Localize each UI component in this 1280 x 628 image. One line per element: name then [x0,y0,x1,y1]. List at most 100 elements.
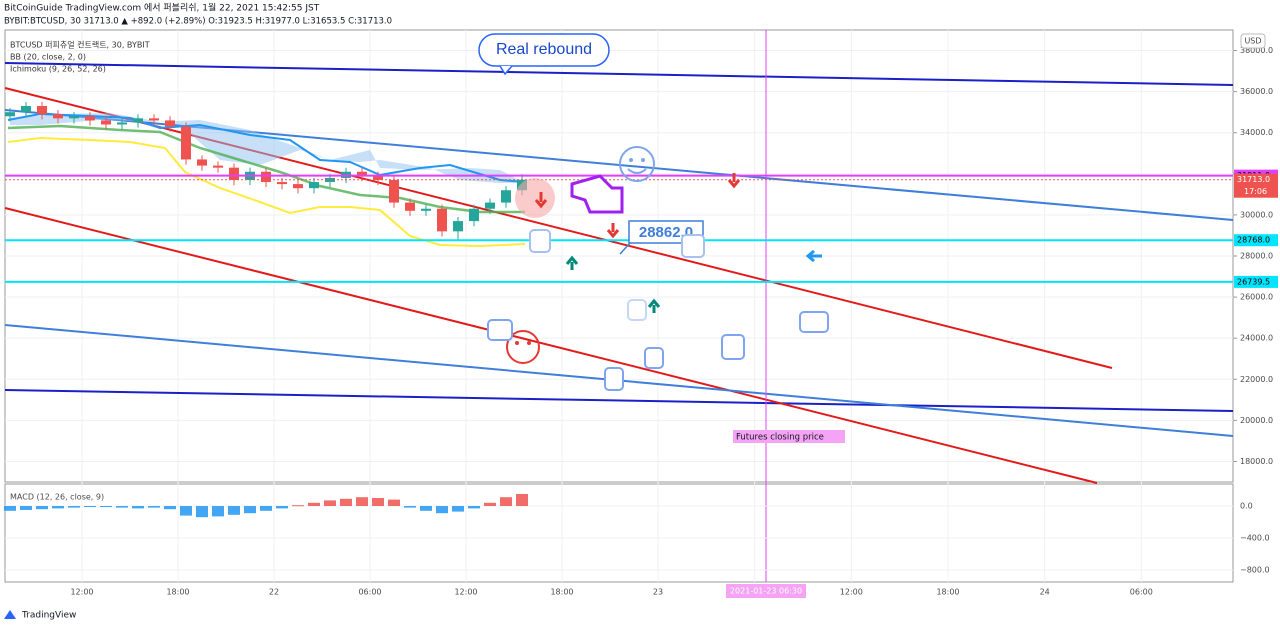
candle-body [197,159,207,166]
macd-bar [116,506,128,508]
y-tick-label: −400.0 [1240,534,1270,543]
candle-body [405,202,415,211]
candle-body [21,106,31,113]
y-tick-label: 38000.0 [1240,46,1273,55]
x-tick-label: 18:00 [550,588,573,597]
annotation: Futures closing price [736,433,824,443]
currency-button[interactable] [1240,33,1266,49]
price-tag [1234,173,1278,198]
x-tick-label: 22 [269,588,279,597]
candle-body [453,221,463,232]
bb-upper [7,112,526,183]
price-tag-label: 28768.0 [1237,236,1270,245]
candle-body [133,118,143,123]
macd-bar [260,506,272,511]
legend-item: Ichimoku (9, 26, 52, 26) [10,65,106,74]
candle-body [293,184,303,189]
annotation: 28862.0 [639,224,693,241]
macd-title: MACD (12, 26, close, 9) [10,493,104,502]
macd-bar [356,497,368,506]
x-tick-label: 12:00 [70,588,93,597]
macd-bar [420,506,432,511]
y-tick-label: 22000.0 [1240,375,1273,384]
y-tick-label: 36000.0 [1240,87,1273,96]
x-tick-label: 23 [653,588,663,597]
candle-body [261,171,271,183]
candle-body [213,165,223,168]
y-tick-label: 26000.0 [1240,293,1273,302]
macd-bar [36,506,48,510]
macd-bar [340,498,352,506]
candle-body [357,171,367,176]
candle-body [437,208,447,232]
x-tick-label: 18:00 [166,588,189,597]
macd-bar [484,502,496,506]
legend-item: BTCUSD 퍼피츄얼 컨트랙트, 30, BYBIT [10,40,150,50]
macd-bar [148,506,160,508]
macd-bar [436,506,448,514]
macd-bar [228,506,240,515]
y-tick-label: −800.0 [1240,566,1270,575]
price-tag [1234,275,1278,288]
cursor-time-box [726,584,806,598]
macd-bar [500,497,512,506]
macd-bar [4,506,16,511]
x-tick-label: 06:00 [358,588,381,597]
macd-bar [180,506,192,516]
macd-bar [404,506,416,508]
callout [478,33,610,67]
candle-body [421,208,431,211]
candle-body [501,190,511,203]
y-tick-label: 0.0 [1240,502,1253,511]
y-tick-label: 34000.0 [1240,128,1273,137]
x-tick-label: 18:00 [936,588,959,597]
logo [4,610,16,619]
macd-bar [468,506,480,509]
candle-body [165,120,175,127]
header-line: BitCoinGuide TradingView.com 에서 퍼블리쉬, 1월… [4,2,320,14]
currency: USD [1244,37,1261,46]
candle-body [485,202,495,209]
price-tag-label: 31713.0 [1237,175,1270,184]
candle-body [277,182,287,185]
ichimoku-cloud [10,113,525,183]
macd-bar [84,506,96,507]
footer: TradingView [21,611,76,621]
macd-bar [68,506,80,508]
candle-body [53,114,63,119]
macd-bar [52,506,64,509]
macd-bar [100,506,112,507]
candle-body [229,167,239,180]
macd-bar [452,506,464,512]
candle-body [149,118,159,121]
candle-body [85,116,95,121]
candle-body [69,116,79,119]
callout-tail [619,242,631,255]
macd-bar [20,506,32,510]
symbol-line: BYBIT:BTCUSD, 30 31713.0 ▲ +892.0 (+2.89… [4,17,392,27]
y-tick-label: 30000.0 [1240,210,1273,219]
candle-body [101,120,111,125]
macd-bar [516,494,528,506]
macd-bar [164,506,176,510]
x-tick-label: 12:00 [454,588,477,597]
price-tag-label: 26739.5 [1237,277,1270,286]
price-tag [1234,234,1278,247]
bb-basis [7,124,525,214]
macd-bar [132,506,144,509]
macd-bar [244,506,256,514]
legend-item: BB (20, close, 2, 0) [10,53,86,62]
label-box [733,430,845,443]
cursor-time: 2021-01-23 06:30 [730,587,802,596]
macd-bar [196,506,208,518]
candle-body [5,112,15,117]
macd-bar [212,506,224,517]
macd-bar [388,499,400,506]
candle-body [181,126,191,160]
candle-body [389,179,399,203]
y-tick-label: 20000.0 [1240,416,1273,425]
macd-bar [372,498,384,506]
y-tick-label: 18000.0 [1240,457,1273,466]
macd-bar [292,505,304,507]
